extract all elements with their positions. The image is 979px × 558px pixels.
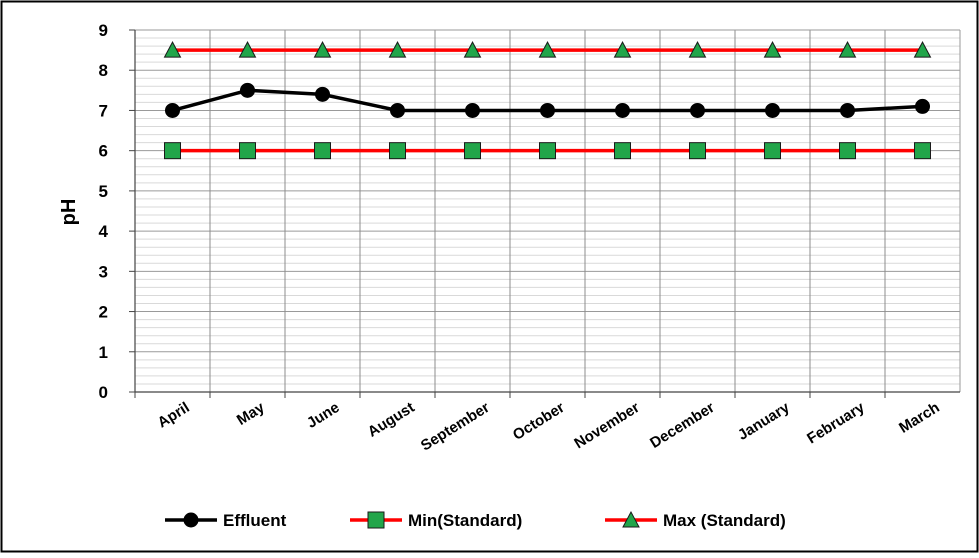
legend-entry: Effluent (165, 511, 287, 530)
y-tick-label: 1 (99, 343, 108, 362)
data-point (389, 142, 406, 160)
data-point (313, 41, 332, 58)
y-tick-label: 4 (99, 222, 109, 241)
data-point (689, 142, 706, 160)
series-max-standard (163, 41, 932, 58)
data-point (465, 102, 480, 118)
data-point (463, 41, 482, 58)
legend-label: Effluent (223, 511, 287, 530)
legend-entry: Min(Standard) (350, 511, 522, 530)
data-point (615, 102, 630, 118)
data-point (688, 41, 707, 58)
data-point (914, 142, 931, 160)
y-tick-labels: 0 1 2 3 4 5 6 7 8 9 (99, 21, 109, 402)
series-min-standard (164, 142, 931, 160)
category-gridlines (209, 30, 886, 392)
data-point (913, 41, 932, 58)
data-point (164, 142, 181, 160)
y-tick-label: 7 (99, 101, 108, 120)
data-point (388, 41, 407, 58)
legend-marker (367, 511, 385, 529)
y-tick-label: 3 (99, 262, 108, 281)
legend-label: Min(Standard) (408, 511, 522, 530)
legend-label: Max (Standard) (663, 511, 786, 530)
data-point (764, 142, 781, 160)
data-point (464, 142, 481, 160)
data-point (613, 41, 632, 58)
y-tick-label: 9 (99, 21, 108, 40)
data-point (765, 102, 780, 118)
legend: Effluent Min(Standard) Max (Standard) (165, 510, 786, 530)
y-tick-label: 6 (99, 142, 108, 161)
legend-marker (622, 510, 640, 528)
data-point (540, 102, 555, 118)
axes (129, 29, 961, 398)
data-point (238, 41, 257, 58)
data-point (539, 142, 556, 160)
data-point (839, 142, 856, 160)
data-point (314, 142, 331, 160)
data-point (163, 41, 182, 58)
data-point (690, 102, 705, 118)
series-layer (163, 41, 932, 160)
y-tick-label: 8 (99, 61, 108, 80)
series-effluent (165, 82, 930, 118)
legend-marker (183, 512, 199, 528)
y-tick-label: 2 (99, 303, 108, 322)
y-tick-label: 5 (99, 182, 108, 201)
data-point (915, 98, 930, 114)
data-point (763, 41, 782, 58)
y-tick-label: 0 (99, 383, 108, 402)
data-point (840, 102, 855, 118)
data-point (240, 82, 255, 98)
data-point (315, 86, 330, 102)
legend-entry: Max (Standard) (605, 510, 786, 530)
data-point (239, 142, 256, 160)
y-axis-label: pH (58, 199, 80, 226)
data-point (390, 102, 405, 118)
data-point (165, 102, 180, 118)
data-point (538, 41, 557, 58)
data-point (614, 142, 631, 160)
data-point (838, 41, 857, 58)
